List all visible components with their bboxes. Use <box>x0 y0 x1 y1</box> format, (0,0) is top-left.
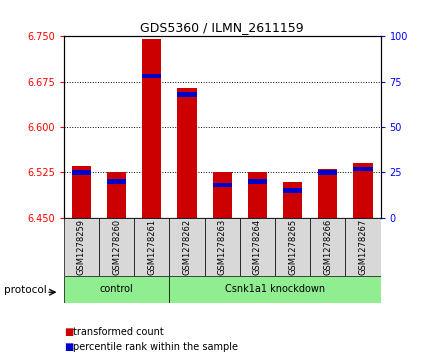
Bar <box>248 172 267 218</box>
Bar <box>283 182 302 218</box>
Bar <box>64 218 99 276</box>
Bar <box>353 163 373 218</box>
Text: GSM1278265: GSM1278265 <box>288 219 297 275</box>
Bar <box>205 218 240 276</box>
Bar <box>248 179 267 184</box>
Bar <box>318 170 337 218</box>
Bar <box>134 218 169 276</box>
Text: ■: ■ <box>64 342 73 352</box>
Text: control: control <box>100 285 133 294</box>
Text: GSM1278261: GSM1278261 <box>147 219 156 275</box>
Bar <box>353 167 373 171</box>
Text: GSM1278259: GSM1278259 <box>77 219 86 275</box>
Bar <box>318 170 337 175</box>
Text: GSM1278267: GSM1278267 <box>359 219 367 275</box>
Bar <box>142 39 161 218</box>
Text: Csnk1a1 knockdown: Csnk1a1 knockdown <box>225 285 325 294</box>
Text: GSM1278266: GSM1278266 <box>323 219 332 275</box>
Bar <box>64 276 169 303</box>
Text: protocol: protocol <box>4 285 47 295</box>
Bar <box>345 218 381 276</box>
Bar <box>72 170 91 175</box>
Bar <box>283 188 302 193</box>
Text: percentile rank within the sample: percentile rank within the sample <box>73 342 238 352</box>
Bar <box>275 218 310 276</box>
Bar <box>99 218 134 276</box>
Bar <box>169 276 381 303</box>
Bar <box>213 172 232 218</box>
Bar <box>72 166 91 218</box>
Title: GDS5360 / ILMN_2611159: GDS5360 / ILMN_2611159 <box>140 21 304 34</box>
Text: ■: ■ <box>64 327 73 337</box>
Bar <box>142 74 161 78</box>
Bar <box>107 172 126 218</box>
Text: GSM1278263: GSM1278263 <box>218 219 227 275</box>
Text: GSM1278264: GSM1278264 <box>253 219 262 275</box>
Bar <box>240 218 275 276</box>
Bar <box>169 218 205 276</box>
Text: GSM1278260: GSM1278260 <box>112 219 121 275</box>
Bar <box>213 183 232 187</box>
Text: GSM1278262: GSM1278262 <box>183 219 191 275</box>
Bar <box>107 179 126 184</box>
Bar <box>177 92 197 97</box>
Text: transformed count: transformed count <box>73 327 163 337</box>
Bar <box>310 218 345 276</box>
Bar <box>177 88 197 218</box>
